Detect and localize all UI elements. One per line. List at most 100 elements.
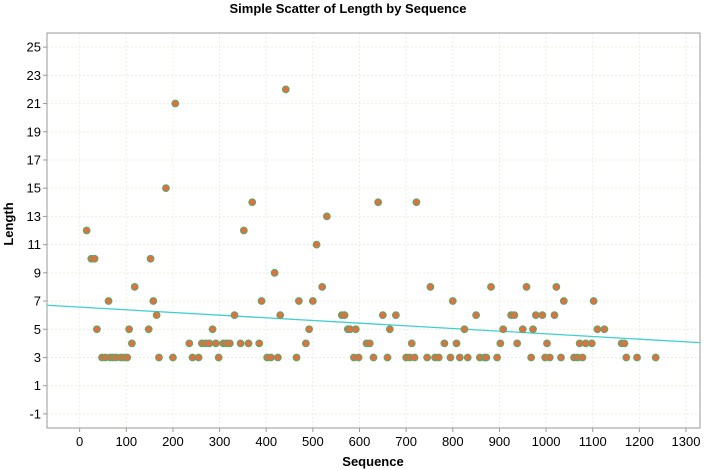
data-point	[281, 85, 290, 94]
x-tick-label: 1100	[579, 434, 607, 449]
data-point	[559, 297, 568, 305]
x-tick-label: 0	[76, 434, 83, 449]
data-point	[146, 254, 155, 263]
y-tick-label: 5	[34, 322, 41, 337]
y-tick-label: 19	[27, 124, 41, 139]
data-point	[463, 353, 472, 362]
data-point	[93, 325, 101, 334]
x-axis: 0 100 200 300 400 500 600 700 800 900 1000 1100 1200…	[76, 428, 700, 449]
y-tick-label: 25	[27, 40, 41, 55]
y-axis-title: Length	[1, 202, 16, 245]
data-point	[529, 325, 537, 334]
data-point	[448, 297, 457, 305]
data-point	[248, 198, 257, 207]
data-point	[171, 99, 180, 108]
y-tick-label: 23	[27, 68, 41, 83]
data-point	[301, 339, 310, 348]
data-point	[423, 353, 432, 362]
data-point	[214, 353, 223, 362]
y-tick-label: 9	[34, 265, 41, 280]
data-point	[460, 325, 469, 334]
x-tick-label: 1000	[532, 434, 561, 449]
chart-title: Simple Scatter of Length by Sequence	[230, 1, 467, 16]
data-points	[82, 85, 660, 362]
data-point	[374, 198, 383, 207]
data-point	[378, 311, 387, 320]
data-point	[487, 283, 495, 291]
data-point	[82, 226, 91, 235]
data-point	[257, 297, 266, 305]
data-point	[434, 353, 443, 362]
data-point	[587, 339, 596, 348]
y-tick-label: 11	[28, 237, 42, 252]
data-point	[472, 311, 481, 320]
data-point	[496, 339, 505, 348]
x-tick-label: 500	[302, 434, 324, 449]
data-point	[244, 339, 253, 348]
data-point	[144, 325, 153, 334]
data-point	[236, 339, 245, 348]
data-point	[391, 311, 400, 320]
data-point	[552, 283, 561, 291]
data-point	[308, 297, 317, 305]
data-point	[270, 268, 279, 277]
x-tick-label: 900	[489, 434, 511, 449]
data-point	[482, 353, 491, 362]
data-point	[152, 311, 161, 320]
data-point	[185, 339, 194, 348]
data-point	[545, 353, 554, 362]
data-point	[518, 325, 527, 334]
data-point	[622, 353, 631, 362]
data-point	[513, 339, 522, 348]
data-point	[578, 353, 587, 362]
data-point	[365, 339, 374, 348]
data-point	[205, 339, 214, 348]
x-tick-label: 600	[349, 434, 371, 449]
data-point	[104, 297, 113, 305]
data-point	[426, 283, 435, 291]
data-point	[446, 353, 455, 362]
data-point	[340, 311, 349, 320]
data-point	[318, 283, 327, 291]
data-point	[440, 339, 449, 348]
data-point	[130, 283, 139, 291]
y-tick-label: 21	[27, 96, 41, 111]
data-point	[538, 311, 547, 320]
data-point	[531, 311, 540, 320]
data-point	[127, 339, 136, 348]
data-point	[455, 353, 464, 362]
data-point	[527, 353, 536, 362]
data-point	[90, 254, 99, 263]
data-point	[292, 353, 301, 362]
data-point	[522, 283, 531, 291]
data-point	[412, 198, 421, 207]
data-point	[194, 353, 203, 362]
data-point	[276, 311, 285, 320]
data-point	[155, 353, 163, 362]
y-tick-label: 3	[34, 350, 41, 365]
data-point	[499, 325, 508, 334]
grid	[47, 33, 700, 428]
data-point	[305, 325, 314, 334]
y-tick-label: 1	[34, 378, 41, 393]
y-tick-label: 17	[27, 152, 41, 167]
data-point	[651, 353, 660, 362]
data-point	[149, 297, 158, 305]
data-point	[322, 212, 331, 221]
data-point	[493, 353, 502, 362]
data-point	[273, 353, 282, 362]
fit-line	[46, 304, 701, 344]
data-point	[225, 339, 234, 348]
data-point	[385, 325, 394, 334]
y-tick-label: 15	[27, 181, 41, 196]
y-tick-label: 13	[27, 209, 41, 224]
data-point	[294, 297, 303, 305]
data-point	[266, 353, 275, 362]
data-point	[410, 353, 419, 362]
x-tick-label: 700	[395, 434, 417, 449]
data-point	[452, 339, 461, 348]
data-point	[239, 226, 248, 235]
